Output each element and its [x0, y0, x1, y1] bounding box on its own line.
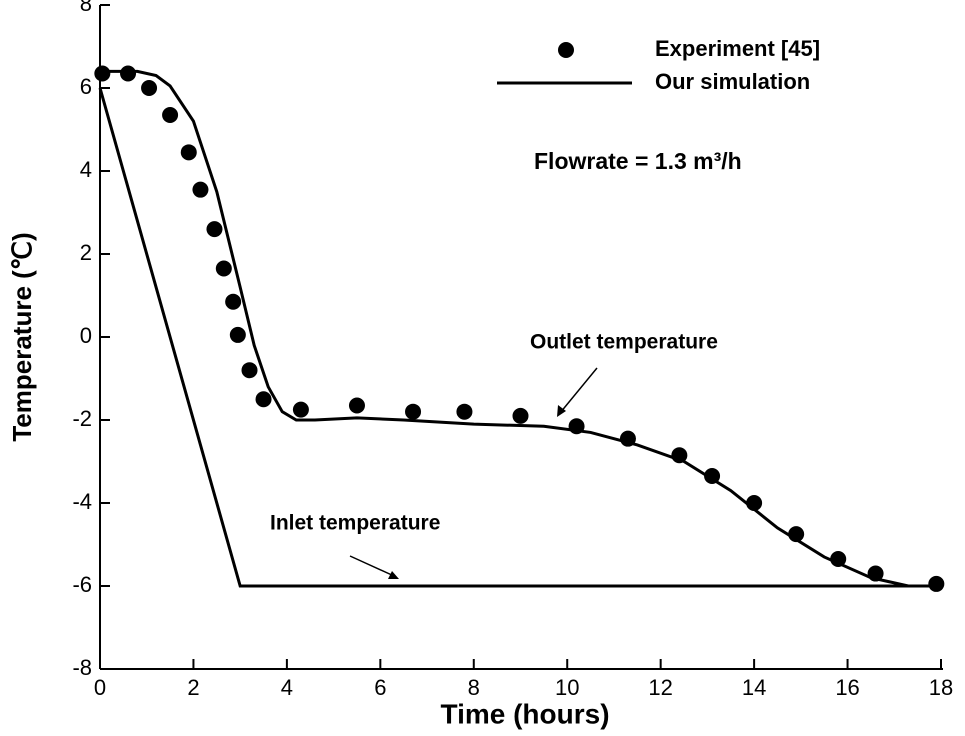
x-tick-label: 16 [835, 675, 859, 700]
data-point [229, 326, 246, 343]
outlet-arrowhead [557, 405, 566, 417]
data-point [180, 144, 197, 161]
x-tick-label: 10 [555, 675, 579, 700]
data-point [162, 106, 179, 123]
x-tick-label: 2 [187, 675, 199, 700]
x-axis-label: Time (hours) [440, 698, 609, 729]
data-point [292, 401, 309, 418]
y-tick-label: -8 [72, 655, 92, 680]
y-tick-label: 4 [80, 157, 92, 182]
data-point [141, 80, 158, 96]
legend-marker [558, 42, 574, 58]
data-point [241, 362, 258, 379]
inlet-arrowhead [388, 571, 399, 579]
x-tick-label: 12 [648, 675, 672, 700]
x-tick-label: 14 [742, 675, 766, 700]
data-point [94, 65, 111, 82]
data-point [348, 397, 365, 414]
y-tick-label: 0 [80, 323, 92, 348]
x-tick-label: 0 [94, 675, 106, 700]
data-point [215, 260, 232, 277]
x-tick-label: 4 [281, 675, 293, 700]
x-tick-label: 18 [929, 675, 953, 700]
data-point [405, 403, 422, 420]
data-point [255, 391, 272, 408]
y-tick-label: -4 [72, 489, 92, 514]
series-line [100, 69, 941, 588]
y-tick-label: 8 [80, 0, 92, 16]
inlet-annotation: Inlet temperature [270, 512, 440, 535]
x-tick-label: 8 [468, 675, 480, 700]
data-point [192, 181, 209, 198]
inlet-line [98, 87, 941, 588]
y-tick-label: 2 [80, 240, 92, 265]
outlet-arrow [559, 367, 598, 414]
flowrate-annotation: Flowrate = 1.3 m³/h [534, 148, 742, 174]
inlet-arrow [349, 555, 395, 577]
y-tick-label: 6 [80, 74, 92, 99]
data-point [512, 407, 529, 424]
data-point [120, 65, 137, 82]
y-axis-label: Temperature (℃) [7, 232, 37, 441]
outlet-annotation: Outlet temperature [530, 331, 718, 354]
data-point [206, 221, 223, 238]
x-tick-label: 6 [374, 675, 386, 700]
y-tick-label: -6 [72, 572, 92, 597]
data-point [456, 403, 473, 420]
y-tick-label: -2 [72, 406, 92, 431]
legend-label: Experiment [45] [655, 36, 820, 61]
data-point [225, 293, 242, 310]
data-point [928, 575, 945, 592]
legend-label: Our simulation [655, 69, 810, 94]
